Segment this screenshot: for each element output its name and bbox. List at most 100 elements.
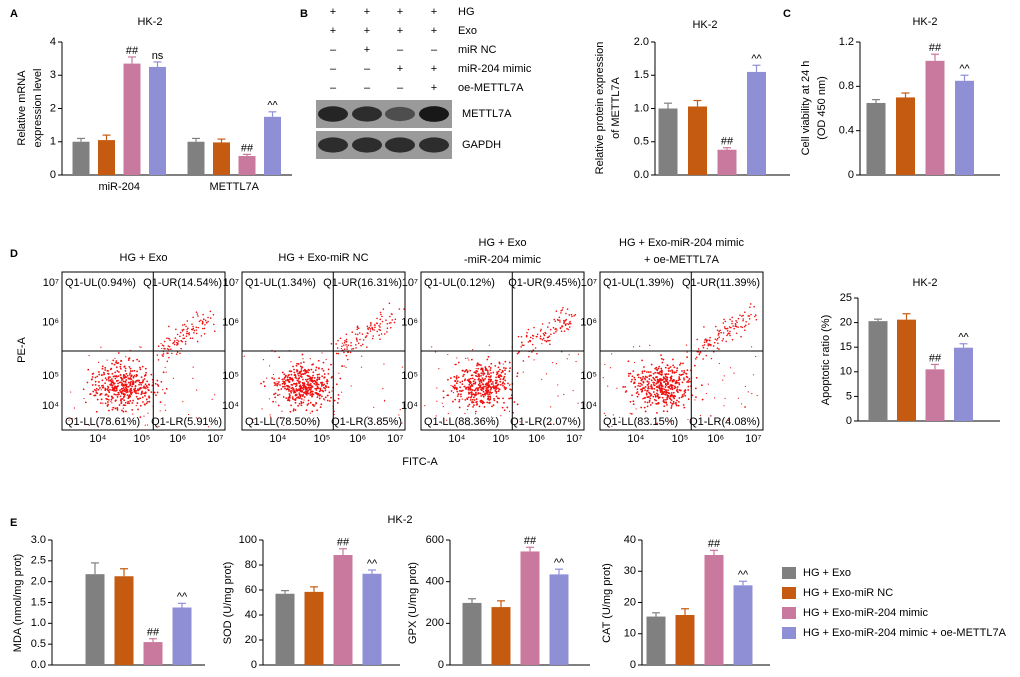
bar <box>733 585 753 665</box>
event-dot <box>661 391 664 394</box>
x-tick-label: 10⁷ <box>387 433 403 445</box>
event-dot <box>705 338 708 341</box>
event-dot <box>364 336 367 339</box>
event-dot <box>111 362 113 365</box>
event-dot <box>278 356 281 359</box>
event-dot <box>283 373 286 376</box>
event-dot <box>493 399 496 402</box>
event-dot <box>132 359 135 362</box>
event-dot <box>290 404 292 407</box>
event-dot <box>633 361 636 364</box>
event-dot <box>345 338 348 341</box>
event-dot <box>673 387 676 390</box>
event-dot <box>731 322 733 325</box>
event-dot <box>534 347 537 349</box>
event-dot <box>672 402 675 405</box>
event-dot <box>604 414 607 417</box>
event-dot <box>467 396 470 399</box>
event-dot <box>649 392 652 395</box>
x-tick-label: 10⁶ <box>707 433 724 445</box>
event-dot <box>603 412 605 414</box>
event-dot <box>469 391 472 394</box>
event-dot <box>723 326 726 328</box>
bar <box>868 321 888 421</box>
event-dot <box>139 404 142 407</box>
event-dot <box>468 391 470 394</box>
event-dot <box>663 405 666 408</box>
event-dot <box>162 351 164 353</box>
event-dot <box>166 348 169 350</box>
event-dot <box>117 375 120 377</box>
y-tick-label: 60 <box>245 584 257 596</box>
event-dot <box>324 389 327 392</box>
event-dot <box>629 373 631 375</box>
event-dot <box>209 317 212 319</box>
event-dot <box>315 391 318 394</box>
event-dot <box>140 383 143 386</box>
significance-label: ns <box>152 50 164 62</box>
bar <box>704 555 724 665</box>
event-dot <box>678 373 681 376</box>
event-dot <box>656 389 659 392</box>
event-dot <box>107 395 110 397</box>
event-dot <box>281 378 284 381</box>
event-dot <box>317 359 320 362</box>
event-dot <box>663 381 666 383</box>
event-dot <box>755 318 758 321</box>
event-dot <box>107 376 110 378</box>
event-dot <box>320 403 323 406</box>
event-dot <box>303 399 305 401</box>
event-dot <box>667 373 670 375</box>
event-dot <box>471 389 474 391</box>
event-dot <box>344 339 346 342</box>
event-dot <box>503 401 505 404</box>
event-dot <box>611 425 613 427</box>
event-dot <box>316 373 319 376</box>
event-dot <box>490 378 492 381</box>
event-dot <box>115 393 117 396</box>
event-dot <box>687 385 690 388</box>
treatment-sign: – <box>330 44 337 56</box>
event-dot <box>478 373 480 376</box>
event-dot <box>141 396 144 399</box>
event-dot <box>117 379 119 382</box>
event-dot <box>371 337 374 340</box>
event-dot <box>102 402 104 404</box>
y-tick-label: 10⁶ <box>222 316 239 328</box>
bar <box>172 607 192 665</box>
event-dot <box>343 351 345 354</box>
event-dot <box>145 398 148 401</box>
event-dot <box>563 321 565 324</box>
event-dot <box>100 346 102 348</box>
event-dot <box>502 384 504 387</box>
event-dot <box>650 379 653 382</box>
event-dot <box>313 424 315 426</box>
event-dot <box>684 394 687 397</box>
quadrant-label: Q1-UR(16.31%) <box>323 277 402 289</box>
event-dot <box>119 367 122 370</box>
event-dot <box>709 415 712 417</box>
event-dot <box>550 333 552 336</box>
event-dot <box>569 320 571 323</box>
event-dot <box>290 370 293 373</box>
event-dot <box>106 401 109 403</box>
event-dot <box>331 390 333 392</box>
event-dot <box>453 375 456 378</box>
quadrant-label: Q1-UL(0.94%) <box>65 277 136 289</box>
event-dot <box>652 372 655 375</box>
event-dot <box>160 342 162 345</box>
event-dot <box>173 341 175 344</box>
event-dot <box>136 358 139 361</box>
event-dot <box>206 322 208 324</box>
event-dot <box>544 339 546 342</box>
event-dot <box>379 311 382 314</box>
event-dot <box>685 344 688 346</box>
event-dot <box>748 317 751 320</box>
event-dot <box>752 374 755 376</box>
y-tick-label: 10⁷ <box>43 277 59 289</box>
event-dot <box>478 405 481 408</box>
event-dot <box>137 379 139 382</box>
significance-label: ## <box>708 538 721 550</box>
event-dot <box>508 370 511 373</box>
event-dot <box>547 336 550 338</box>
